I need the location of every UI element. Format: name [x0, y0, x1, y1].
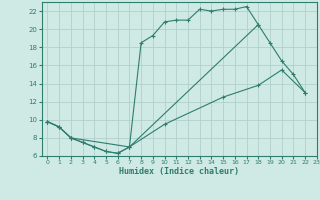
X-axis label: Humidex (Indice chaleur): Humidex (Indice chaleur)	[119, 167, 239, 176]
